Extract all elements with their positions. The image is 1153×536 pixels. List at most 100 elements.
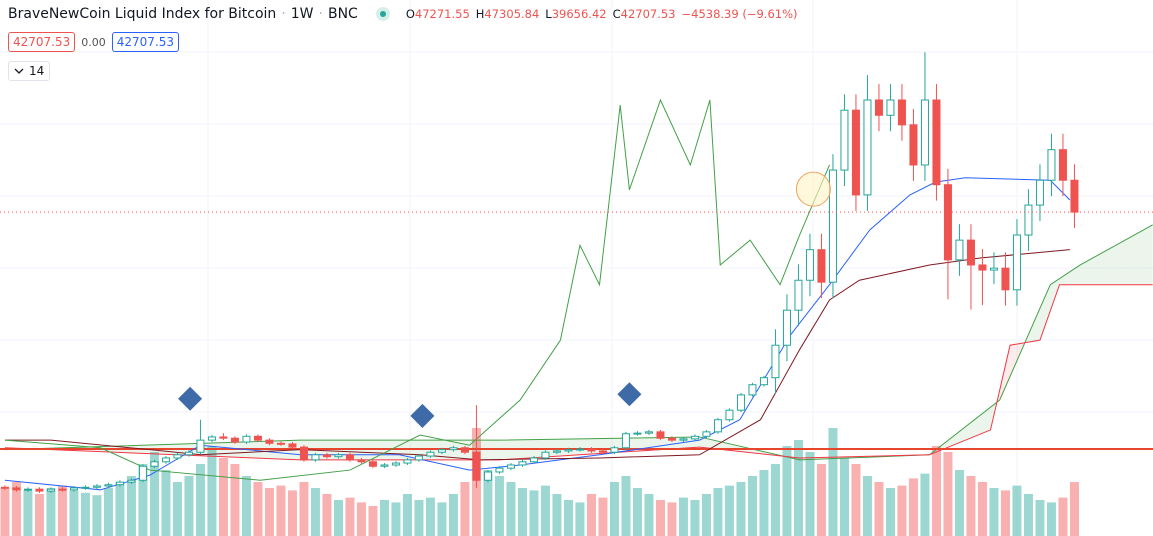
volume-bar [494,476,504,536]
cloud-fill [1060,276,1063,285]
candle-body [104,484,113,487]
candle-body [529,457,538,463]
cloud-fill [657,437,661,450]
volume-bar [448,494,458,536]
indicator-count: 14 [29,64,45,78]
volume-bar [264,488,274,536]
cloud-span [4,284,1153,461]
candle-body [1024,204,1033,236]
candle-body [173,454,182,459]
cloud-fill [988,406,992,431]
candle-body [449,447,458,451]
interval[interactable]: 1W [290,6,314,22]
cloud-fill [571,438,575,456]
volume-bar [943,452,953,536]
cloud-fill [1123,239,1127,285]
sell-price[interactable]: 42707.53 [8,32,76,52]
cloud-fill [577,438,580,455]
indicator-toggle[interactable]: 14 [8,61,51,81]
cloud-fill [976,415,980,436]
candle-body [138,465,147,481]
cloud-fill [551,439,555,457]
volume-bar [1069,482,1079,536]
buy-price[interactable]: 42707.53 [111,32,180,52]
symbol-title: BraveNewCoin Liquid Index for Bitcoin [8,6,277,22]
candle-body [230,437,239,443]
volume-bar [356,502,366,536]
volume-bar [69,490,79,536]
cloud-fill [1085,260,1089,285]
volume-bar [529,490,539,536]
volume-bar [241,476,251,536]
volume-bar [253,482,263,536]
cloud-fill [568,438,572,456]
candle-body [736,394,745,411]
candle-body [368,461,377,467]
volume-bar [345,497,355,536]
volume-bar [1035,500,1045,536]
volume-bar [299,482,309,536]
cloud-fill [985,408,989,433]
candle-body [12,487,21,491]
candle-body [978,264,987,271]
ohlc-value: 39656.42 [551,7,607,21]
candle-body [1058,149,1067,181]
indicator-line [4,249,1070,461]
volume-bar [874,482,884,536]
volume-bar [161,470,171,536]
cloud-fill [1100,252,1104,285]
volume-bar [552,494,562,536]
cloud-fill [1005,352,1009,387]
volume-bar [184,476,194,536]
diamond-marker [178,386,203,411]
volume-bar [322,494,332,536]
cloud-fill [959,429,963,443]
cloud-fill [579,438,583,455]
volume-bar [402,494,412,536]
volume-bar [437,502,447,536]
candle-body [58,488,67,491]
candle-body [288,443,297,448]
volume-bar [966,476,976,536]
volume-bar [517,488,527,536]
volume-bar [115,482,125,536]
cloud-fill [1065,272,1069,285]
candle-body [817,249,826,283]
candle-body [265,439,274,444]
cloud-fill [1037,308,1040,341]
candle-body [805,249,814,281]
volume-bar [713,488,723,536]
candle-body [702,431,711,437]
cloud-fill [637,437,641,452]
volume-bar [414,500,424,536]
candle-body [1047,149,1056,181]
candle-body [322,454,331,458]
volume-bar [931,446,941,536]
candle-body [127,479,136,483]
ohlc-value: 47271.55 [414,7,470,21]
volume-bar [207,446,217,536]
candle-body [920,99,929,166]
candle-body [633,432,642,435]
volume-bar [908,478,918,536]
volume-bar [379,500,389,536]
candle-body [150,461,159,467]
candle-body [886,99,895,116]
candle-body [253,435,262,441]
candle-body [909,124,918,166]
candle-body [794,279,803,311]
market-status[interactable] [375,7,390,21]
volume-bar [287,490,297,536]
volume-bar [598,497,608,536]
cloud-fill [1048,283,1052,316]
candle-body [426,451,435,457]
volume-bar [770,464,780,536]
cloud-fill [962,426,966,442]
candle-body [35,488,44,492]
cloud-fill [1071,268,1075,285]
volume-bar [1046,502,1056,536]
candle-body [1035,179,1044,206]
cloud-fill [950,435,954,447]
candle-body [311,454,320,461]
